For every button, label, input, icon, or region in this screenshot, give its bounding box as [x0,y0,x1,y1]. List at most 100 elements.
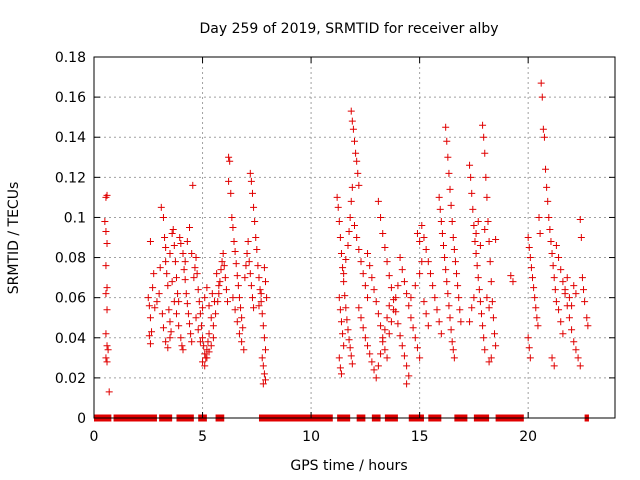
data-point [248,294,256,302]
data-point [466,161,474,169]
data-point [383,314,391,322]
data-point [187,330,195,338]
data-point [484,217,492,225]
data-point [457,318,465,326]
data-point [416,270,424,278]
data-point [411,282,419,290]
data-point [348,117,356,125]
data-point [536,229,544,237]
data-point [180,266,188,274]
data-point [174,290,182,298]
data-point [336,306,344,314]
data-point [526,254,534,262]
data-point [424,322,432,330]
data-point [205,302,213,310]
data-point [243,250,251,258]
data-point [468,189,476,197]
data-point [222,286,230,294]
data-point [248,189,256,197]
data-point [349,125,357,133]
data-point [221,274,229,282]
data-point [437,217,445,225]
data-point [228,213,236,221]
data-point [418,258,426,266]
data-point [199,334,207,342]
data-point [212,310,220,318]
data-point [492,342,500,350]
data-point [176,234,184,241]
data-point [357,258,365,266]
data-point [546,225,554,233]
data-point [405,302,413,310]
data-point [334,203,342,211]
data-point [335,294,343,302]
data-point [481,225,489,233]
data-point [584,322,592,330]
data-point [481,149,489,157]
data-point [351,137,358,145]
data-point [473,262,481,270]
data-point [570,282,578,290]
data-point [226,157,234,165]
data-point [103,240,111,248]
data-point [559,278,567,286]
data-point [210,298,218,306]
data-point [429,282,437,290]
data-point [442,266,450,274]
data-point [420,298,428,306]
data-point [485,358,493,366]
data-point [103,191,111,199]
y-tick-label: 0.12 [55,170,86,186]
data-point [364,294,372,302]
data-point [447,326,455,334]
data-point [167,328,175,336]
data-point [387,284,395,292]
data-point [344,242,352,250]
data-point [448,217,456,225]
data-point [162,258,170,266]
data-point [219,250,227,258]
data-point [203,284,211,292]
data-point [480,334,488,342]
data-point [194,326,202,334]
data-point [337,250,345,258]
data-point [246,169,254,177]
data-point [105,388,113,396]
data-point [179,346,187,354]
data-point [337,370,345,378]
data-point [163,270,171,278]
data-point [525,344,533,352]
data-point [197,322,205,330]
data-point [238,338,246,346]
data-point [475,286,483,294]
data-point [166,334,174,342]
data-point [534,322,542,330]
data-point [383,258,391,266]
data-point [357,314,365,322]
data-point [492,236,500,244]
data-point [372,374,380,382]
data-point [482,173,490,181]
data-point [565,294,573,302]
data-point [340,278,348,286]
data-point [359,324,367,332]
data-point [171,258,179,266]
chart-title: Day 259 of 2019, SRMTID for receiver alb… [199,21,498,37]
data-point [153,298,161,306]
data-point [578,274,586,282]
data-point [188,338,196,346]
data-point [355,246,363,254]
x-tick-label: 15 [411,429,429,445]
data-point [435,193,443,201]
data-point [102,354,110,362]
data-point [259,380,267,388]
data-point [574,354,582,362]
data-point [203,354,211,362]
data-point [364,342,372,350]
data-point [244,238,252,246]
data-point [189,181,197,189]
data-point [181,276,189,284]
data-point [507,272,515,280]
data-point [246,270,254,278]
data-point [527,264,535,272]
